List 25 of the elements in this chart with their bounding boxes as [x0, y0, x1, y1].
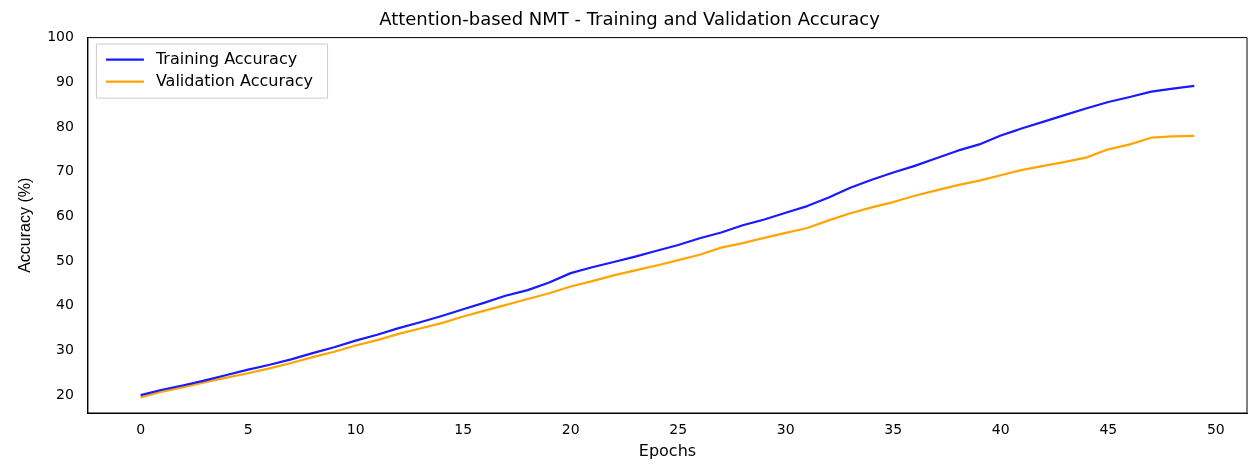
x-tick-label: 45: [1099, 421, 1118, 438]
x-tick-label: 50: [1206, 421, 1225, 438]
y-tick-label: 60: [56, 207, 74, 223]
y-tick-label: 100: [47, 28, 74, 45]
x-tick-label: 10: [346, 421, 365, 438]
y-tick-label: 70: [56, 162, 74, 179]
y-tick-label: 80: [56, 117, 74, 134]
y-tick-label: 30: [56, 341, 74, 358]
x-tick-label: 5: [243, 421, 253, 438]
y-tick-label: 20: [56, 385, 74, 402]
x-tick-label: 15: [454, 421, 473, 438]
x-tick-label: 25: [669, 421, 688, 438]
y-tick-label: 40: [56, 296, 74, 313]
x-axis-title: Epochs: [638, 440, 697, 460]
legend-label: Validation Accuracy: [155, 70, 314, 90]
chart-title: Attention-based NMT - Training and Validation Accuracy: [379, 8, 881, 30]
x-tick-label: 40: [991, 421, 1010, 438]
x-tick-label: 20: [561, 421, 580, 438]
y-axis-title: Accuracy (%): [16, 177, 34, 273]
x-tick-label: 35: [884, 421, 903, 438]
x-tick-label: 30: [776, 421, 795, 438]
y-tick-label: 50: [56, 251, 74, 268]
x-tick-label: 0: [136, 421, 146, 438]
legend-label: Training Accuracy: [154, 48, 298, 68]
y-tick-label: 90: [56, 72, 74, 89]
